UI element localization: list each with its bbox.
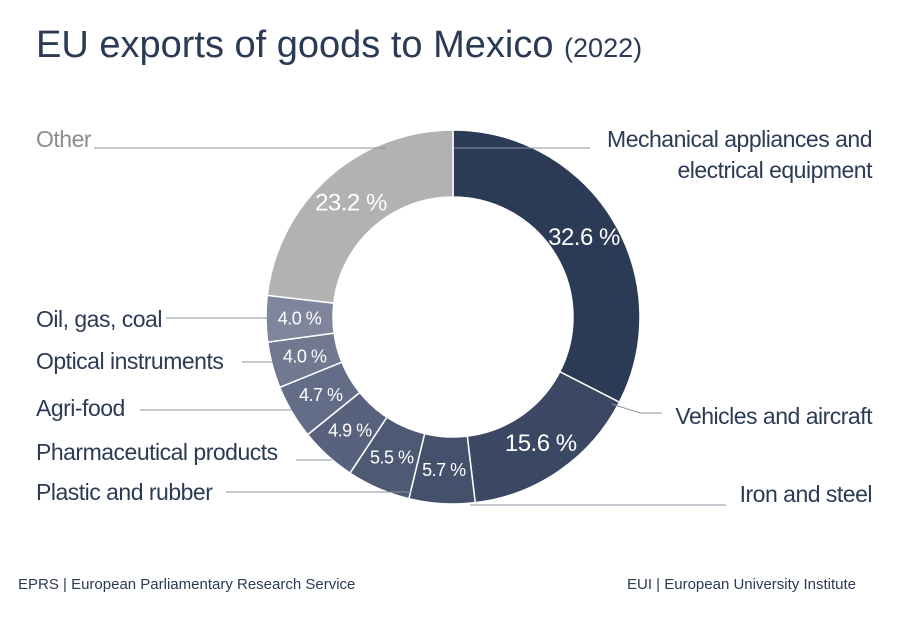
donut-slice	[452, 129, 641, 404]
chart-title: EU exports of goods to Mexico	[36, 24, 554, 66]
donut-slice	[266, 129, 454, 304]
value-label: 32.6 %	[548, 224, 620, 251]
category-label: Optical instruments	[36, 348, 224, 374]
category-label: Vehicles and aircraft	[675, 403, 872, 429]
value-label: 15.6 %	[505, 430, 577, 457]
value-label: 4.7 %	[299, 385, 343, 405]
chart-subtitle: (2022)	[564, 33, 643, 63]
value-label: 23.2 %	[315, 189, 387, 216]
leader-line	[611, 403, 662, 414]
value-label: 4.0 %	[283, 346, 327, 366]
category-label: Plastic and rubber	[36, 479, 213, 505]
category-label: Agri-food	[36, 395, 125, 421]
title-block: EU exports of goods to Mexico (2022)	[36, 24, 642, 67]
category-label: Oil, gas, coal	[36, 306, 162, 332]
source-right: EUI | European University Institute	[627, 576, 856, 593]
category-label: Mechanical appliances and electrical equ…	[607, 126, 872, 183]
value-label: 5.5 %	[370, 448, 414, 468]
source-left: EPRS | European Parliamentary Research S…	[18, 576, 356, 593]
value-label: 4.0 %	[278, 308, 322, 328]
category-label: Other	[36, 126, 92, 152]
category-label: Iron and steel	[739, 481, 873, 507]
value-label: 4.9 %	[328, 421, 372, 441]
value-label: 5.7 %	[422, 460, 466, 480]
category-label: Pharmaceutical products	[36, 439, 278, 465]
